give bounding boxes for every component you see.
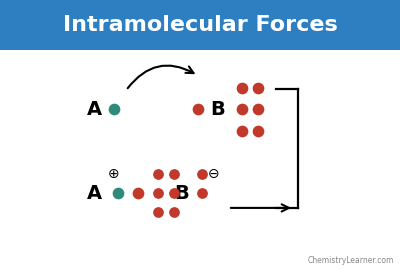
Point [255, 129, 261, 133]
Point [155, 210, 161, 214]
Point [199, 172, 205, 176]
Text: A: A [86, 100, 102, 119]
Text: B: B [175, 184, 189, 202]
Point [195, 107, 201, 112]
Text: ChemistryLearner.com: ChemistryLearner.com [308, 256, 394, 265]
Point [239, 129, 245, 133]
Text: ⊕: ⊕ [108, 167, 120, 181]
Point [135, 191, 141, 195]
FancyBboxPatch shape [0, 0, 400, 50]
Text: Intramolecular Forces: Intramolecular Forces [63, 15, 337, 35]
Point [155, 191, 161, 195]
Point [171, 210, 177, 214]
Point [155, 172, 161, 176]
FancyArrowPatch shape [128, 66, 194, 88]
Text: ⊖: ⊖ [208, 167, 220, 181]
Text: B: B [211, 100, 225, 119]
Point [171, 191, 177, 195]
Point [199, 191, 205, 195]
Text: A: A [86, 184, 102, 202]
FancyArrowPatch shape [231, 204, 289, 211]
Point [255, 86, 261, 90]
Point [239, 107, 245, 112]
Point [239, 86, 245, 90]
Point [171, 172, 177, 176]
Point [115, 191, 121, 195]
Point [255, 107, 261, 112]
Point [111, 107, 117, 112]
